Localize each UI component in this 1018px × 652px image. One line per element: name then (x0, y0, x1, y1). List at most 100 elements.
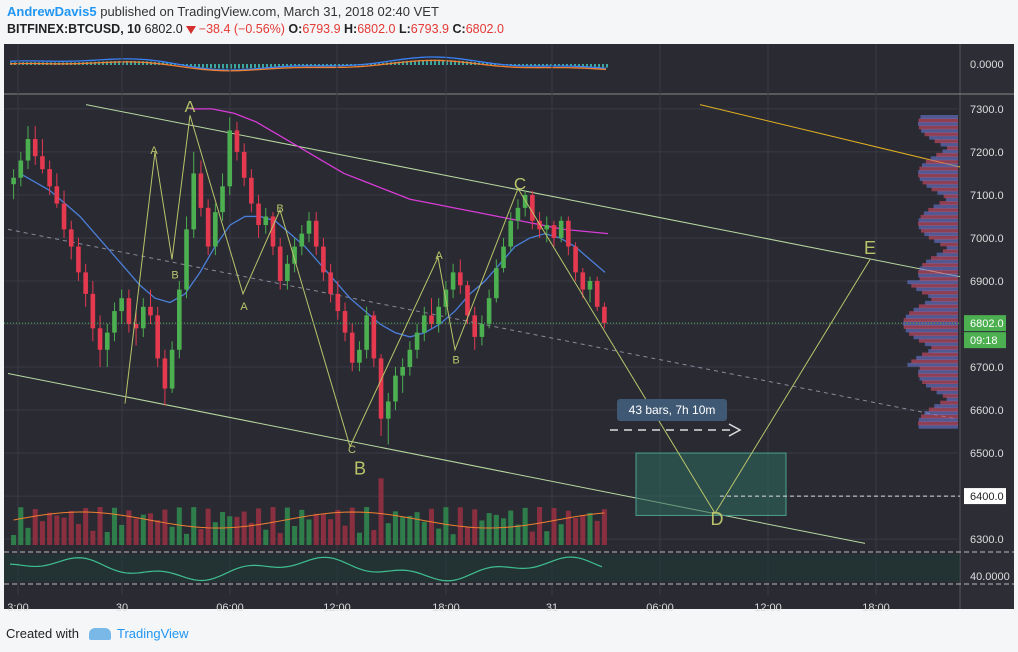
volume-bar (371, 530, 377, 545)
volume-bar (501, 518, 507, 545)
volume-profile-bar (924, 132, 958, 137)
osc-histogram-bar (422, 59, 424, 65)
candle-body (270, 216, 276, 247)
osc-histogram-bar (202, 64, 204, 68)
candle-body (285, 263, 290, 281)
osc-bottom-tick: 40.0000 (970, 571, 1010, 583)
volume-bar (392, 511, 398, 545)
osc-histogram-bar (254, 64, 256, 68)
osc-histogram-bar (118, 60, 120, 65)
osc-macd-line (9, 59, 607, 72)
volume-profile-bar (913, 335, 958, 340)
osc-histogram-bar (130, 60, 132, 65)
volume-ma-line (13, 511, 605, 529)
candle-body (249, 177, 254, 204)
osc-histogram-bar (462, 61, 464, 65)
volume-bar (565, 510, 571, 545)
volume-profile-bar (936, 390, 958, 395)
osc-histogram-bar (430, 59, 432, 65)
osc-histogram-bar (142, 61, 144, 65)
candle-body (104, 332, 110, 350)
osc-histogram-bar (286, 64, 288, 67)
volume-profile-bar (919, 366, 958, 371)
osc-histogram-bar (190, 64, 192, 67)
osc-histogram-bar (578, 64, 580, 67)
osc-histogram-bar (126, 60, 128, 65)
candle-body (566, 220, 571, 247)
candle-body (234, 130, 240, 152)
osc-histogram-bar (198, 64, 200, 68)
volume-bar (75, 523, 81, 545)
osc-histogram-bar (414, 60, 416, 65)
volume-profile-bar (923, 211, 958, 216)
osc-histogram-bar (214, 64, 216, 69)
price-chart[interactable]: 7300.07200.07100.07000.06900.06800.06700… (0, 42, 1018, 618)
volume-bar (169, 526, 175, 545)
candle-body (256, 203, 261, 226)
candle-body (40, 156, 45, 170)
volume-bar (486, 513, 492, 545)
volume-profile-bar (911, 283, 958, 288)
osc-histogram-bar (206, 64, 208, 68)
tradingview-link[interactable]: TradingView (116, 626, 189, 641)
osc-histogram-bar (530, 64, 532, 67)
osc-histogram-bar (526, 64, 528, 67)
volume-bar (133, 518, 139, 545)
osc-histogram-bar (566, 64, 568, 67)
volume-profile-bar (928, 207, 958, 212)
volume-bar (594, 520, 600, 545)
volume-profile-bar (918, 118, 958, 123)
candle-body (414, 332, 420, 350)
volume-profile-bar (925, 159, 958, 164)
candle-body (537, 220, 542, 230)
candle-body (479, 324, 485, 337)
candle-body (220, 186, 225, 213)
author-name[interactable]: AndrewDavis5 (7, 4, 97, 19)
osc-histogram-bar (298, 64, 300, 67)
volume-bar (580, 515, 586, 545)
wave-label: D (711, 509, 724, 529)
publish-line: AndrewDavis5 published on TradingView.co… (7, 4, 439, 19)
volume-profile-bar (911, 359, 958, 364)
osc-histogram-bar (582, 64, 584, 67)
osc-histogram-bar (314, 64, 316, 67)
y-tick-label: 6900.0 (970, 276, 1004, 288)
volume-bar (313, 513, 319, 545)
last-price: 6802.0 (144, 22, 183, 36)
volume-bar (385, 523, 391, 545)
volume-profile-bar (918, 421, 958, 426)
y-tick-label: 7100.0 (970, 190, 1004, 202)
osc-histogram-bar (490, 63, 492, 65)
candle-body (90, 293, 96, 329)
volume-profile-bar (909, 331, 958, 336)
osc-histogram-bar (242, 64, 244, 69)
low-value: 6793.9 (410, 22, 449, 36)
volume-profile-bar (918, 273, 958, 278)
candle-body (436, 306, 441, 324)
candle-body (421, 315, 427, 333)
x-tick-label: 12:00 (323, 602, 351, 614)
volume-profile-bar (921, 128, 958, 133)
osc-histogram-bar (302, 64, 304, 67)
volume-bar (176, 507, 182, 545)
osc-histogram-bar (282, 64, 284, 67)
osc-histogram-bar (374, 63, 376, 65)
volume-bar (147, 513, 154, 545)
candle-body (169, 349, 175, 389)
volume-profile-bar (919, 266, 958, 271)
volume-profile-bar (946, 245, 958, 250)
osc-histogram-bar (210, 64, 212, 69)
volume-bar (61, 517, 67, 545)
volume-bar (342, 525, 348, 545)
osc-histogram-bar (106, 61, 108, 65)
target-price-label-bg (964, 488, 1006, 505)
volume-profile-bar (920, 214, 958, 219)
osc-histogram-bar (250, 64, 252, 69)
candle-body (11, 177, 16, 185)
x-tick-label: 18:00 (432, 602, 460, 614)
x-tick-label: 3:00 (7, 602, 28, 614)
candle-body (400, 367, 405, 376)
volume-profile-bar (936, 252, 958, 257)
osc-histogram-bar (266, 64, 268, 68)
volume-profile-bar (942, 393, 958, 398)
